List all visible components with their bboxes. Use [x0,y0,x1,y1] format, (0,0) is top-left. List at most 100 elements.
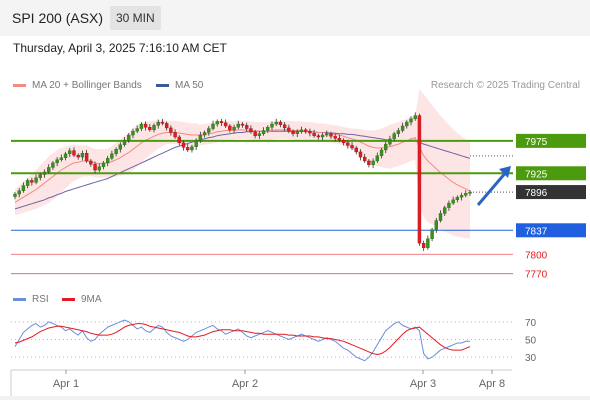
candle-body [135,128,139,132]
candle-body [261,130,266,134]
candle-body [219,121,224,123]
candle-body [443,207,447,214]
candle-body [30,180,34,183]
candle-body [274,121,278,125]
candle-body [316,135,321,138]
candle-body [156,121,160,126]
candle-body [17,190,21,195]
candle-body [131,130,135,136]
legend-ma20: MA 20 + Bollinger Bands [13,80,142,91]
candle-body [278,121,283,125]
candle-body [438,213,443,221]
candle-body [451,199,455,204]
candle-body [211,123,215,129]
candle-body [25,180,30,186]
candle-body [181,142,186,148]
x-tick-label: Apr 2 [232,378,258,390]
candle-body [375,155,380,162]
candle-body [430,229,434,239]
candle-body [320,134,325,138]
candle-body [245,125,249,129]
candle-body [160,121,165,124]
bollinger-band [15,89,470,239]
candle-body [55,159,59,164]
candle-body [426,238,430,248]
rsi-line [14,319,470,362]
candle-body [388,138,392,145]
candle-body [337,138,342,141]
level-label-7770: 7770 [525,270,548,281]
candle-body [384,143,388,151]
legend-rsi: RSI [13,294,49,305]
timeframe-badge[interactable]: 30 MIN [110,6,161,30]
legend-ma20-label: MA 20 + Bollinger Bands [32,80,142,91]
candle-body [287,127,291,132]
candle-body [93,164,97,171]
candle-body [270,123,274,128]
candle-body [447,202,451,208]
legend-ma50-label: MA 50 [175,80,204,91]
candle-body [468,191,472,194]
candle-body [459,195,464,198]
forecast-arrow-head [499,166,511,178]
candle-body [346,142,350,146]
candle-body [455,197,460,201]
candle-body [198,134,203,142]
candle-body [379,149,384,156]
candle-body [282,124,287,129]
level-label-7896: 7896 [525,188,548,199]
candle-body [101,162,106,167]
candle-body [249,128,253,133]
candle-body [89,160,93,165]
candle-body [105,158,110,164]
candle-body [63,153,68,158]
level-label-7925: 7925 [525,169,548,180]
candle-body [257,133,262,136]
candle-body [148,127,152,131]
candle-body [358,151,363,158]
rsi-level-label-70: 70 [525,318,537,329]
level-label-7837: 7837 [525,226,548,237]
candle-body [202,132,207,136]
level-tag-7896 [516,185,586,200]
legend-9ma: 9MA [62,294,102,305]
candle-body [76,154,80,158]
candle-body [84,152,89,162]
candle-body [253,131,257,136]
candle-body [34,177,38,183]
legend-9ma-label: 9MA [81,294,102,305]
candle-body [169,127,173,133]
candle-body [72,150,76,156]
candle-body [59,157,64,160]
candle-body [371,160,375,166]
rsi-level-label-30: 30 [525,353,537,364]
candle-body [312,132,316,136]
candle-body [173,132,177,138]
candle-body [434,220,438,230]
candle-body [80,152,85,158]
candle-body [51,162,55,168]
x-tick-label: Apr 8 [479,378,505,390]
candle-body [303,129,308,132]
candle-body [350,145,354,149]
level-tag-7925 [516,166,586,181]
candle-body [299,129,304,133]
candle-body [186,147,190,151]
candle-body [143,123,148,128]
candle-body [232,127,236,131]
candle-body [228,125,232,131]
research-credit: Research © 2025 Trading Central [430,80,580,91]
candle-body [42,171,47,175]
candle-body [207,128,211,133]
x-tick-label: Apr 3 [410,378,436,390]
level-label-7975: 7975 [525,137,548,148]
candle-body [127,134,131,141]
legend-rsi-swatch [13,297,26,301]
candle-body [97,166,101,171]
candle-body [164,123,169,129]
candle-body [118,144,123,150]
legend-9ma-swatch [62,297,75,301]
candle-body [362,156,367,162]
candle-body [417,115,422,244]
